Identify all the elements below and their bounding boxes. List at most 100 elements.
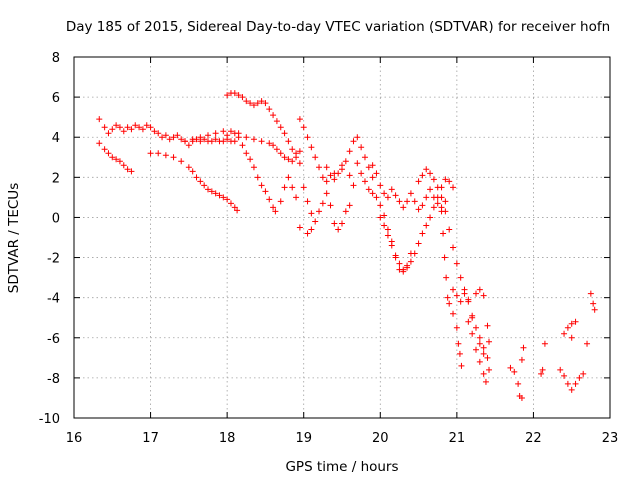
data-point: [339, 220, 345, 227]
data-point: [101, 146, 108, 153]
data-point: [453, 324, 460, 331]
data-point: [444, 294, 451, 301]
data-point: [476, 334, 483, 341]
data-point: [281, 130, 288, 137]
data-point: [590, 300, 597, 307]
y-tick-label: -8: [47, 372, 60, 387]
data-point: [231, 204, 238, 211]
data-point: [541, 340, 548, 347]
x-tick-label: 18: [219, 431, 236, 446]
y-tick-label: -10: [39, 412, 60, 427]
data-point: [480, 370, 487, 377]
data-point: [277, 124, 284, 131]
x-tick-label: 19: [295, 431, 312, 446]
data-point: [484, 354, 491, 361]
data-point: [456, 350, 463, 357]
data-point: [136, 124, 143, 131]
data-point: [458, 362, 465, 369]
data-point: [277, 198, 284, 205]
data-point: [423, 222, 430, 229]
data-point: [120, 162, 127, 169]
data-point: [377, 214, 384, 221]
data-point: [304, 134, 311, 141]
data-point: [591, 306, 598, 313]
data-point: [346, 172, 353, 179]
data-point: [124, 166, 131, 173]
data-point: [231, 138, 238, 145]
data-point: [443, 274, 450, 281]
data-point: [484, 322, 491, 329]
data-point: [147, 124, 154, 131]
x-tick-label: 16: [66, 431, 83, 446]
data-point: [442, 176, 449, 183]
data-point: [312, 218, 319, 225]
data-point: [235, 92, 242, 99]
data-point: [404, 264, 411, 271]
data-point: [419, 172, 426, 179]
data-point: [561, 372, 568, 379]
data-point: [430, 204, 437, 211]
data-point: [455, 340, 462, 347]
data-point: [178, 158, 185, 165]
data-point: [247, 156, 254, 163]
data-point: [270, 142, 277, 149]
data-point: [162, 132, 169, 139]
data-point: [273, 118, 280, 125]
data-point: [151, 128, 158, 135]
data-point: [300, 124, 307, 131]
data-point: [316, 208, 323, 215]
y-axis-label: SDTVAR / TECUs: [6, 183, 22, 293]
data-point: [201, 136, 208, 143]
data-point: [587, 290, 594, 297]
series-s5: [224, 90, 303, 157]
data-point: [258, 182, 265, 189]
series-s10: [369, 162, 449, 213]
data-point: [201, 182, 208, 189]
data-point: [289, 146, 296, 153]
data-point: [396, 198, 403, 205]
data-point: [277, 150, 284, 157]
data-point: [419, 202, 426, 209]
y-tick-label: -6: [47, 332, 60, 347]
data-point: [381, 212, 388, 219]
data-point: [193, 174, 200, 181]
data-point: [116, 158, 123, 165]
data-point: [155, 130, 162, 137]
data-point: [197, 134, 204, 141]
data-point: [461, 290, 468, 297]
data-point: [235, 134, 242, 141]
data-point: [224, 92, 231, 99]
data-point: [520, 344, 527, 351]
data-point: [572, 318, 579, 325]
x-tick-label: 22: [525, 431, 542, 446]
data-point: [224, 196, 231, 203]
data-point: [457, 274, 464, 281]
data-point: [369, 162, 376, 169]
x-tick-label: 17: [142, 431, 159, 446]
data-point: [358, 144, 365, 151]
data-point: [289, 184, 296, 191]
data-point: [381, 222, 388, 229]
data-point: [113, 156, 120, 163]
data-point: [568, 320, 575, 327]
data-point: [419, 230, 426, 237]
data-point: [354, 160, 361, 167]
x-tick-labels: 16 17 18 19 20 21 22 23: [66, 431, 619, 446]
data-point: [423, 166, 430, 173]
data-point: [220, 138, 227, 145]
data-point: [400, 266, 407, 273]
data-point: [511, 368, 518, 375]
data-point: [576, 374, 583, 381]
data-point: [400, 204, 407, 211]
data-point: [224, 132, 231, 139]
y-tick-label: 0: [52, 211, 60, 226]
data-point: [239, 142, 246, 149]
data-point: [239, 94, 246, 101]
data-point: [331, 176, 338, 183]
data-point: [96, 116, 103, 123]
data-point: [272, 208, 279, 215]
series-s13: [438, 208, 489, 385]
data-point: [404, 198, 411, 205]
data-point: [438, 194, 445, 201]
y-tick-label: 2: [52, 171, 60, 186]
